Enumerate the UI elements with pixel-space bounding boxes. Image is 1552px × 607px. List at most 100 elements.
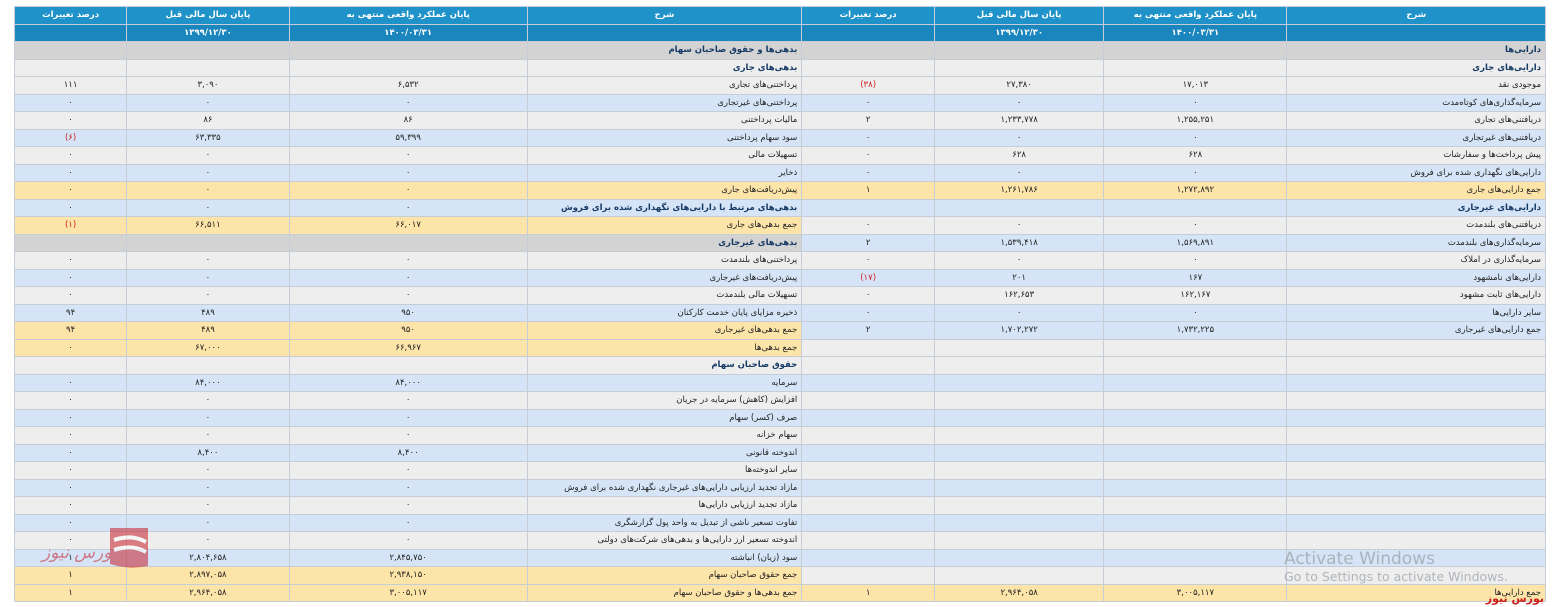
- assets-change-cell: ۲: [801, 111, 935, 130]
- liab-desc-cell: ذخایر: [526, 163, 803, 182]
- assets-current-cell: ۱۷,۰۱۳: [1103, 76, 1288, 95]
- liab-desc-cell: سرمایه: [526, 373, 803, 392]
- assets-prior-cell: ۰: [933, 216, 1105, 235]
- liab-change-cell: ۰: [13, 461, 128, 480]
- liab-current-cell: ۸۶: [288, 111, 528, 130]
- assets-change-cell: (۱۷): [801, 268, 935, 287]
- assets-change-cell: [801, 408, 935, 427]
- liab-change-cell: ۰: [13, 373, 128, 392]
- liab-current-cell: [288, 356, 528, 375]
- assets-desc-cell: جمع دارایی‌ها: [1286, 583, 1546, 602]
- assets-current-cell: ۶۲۸: [1103, 146, 1288, 165]
- liab-change-cell: ۰: [13, 426, 128, 445]
- assets-change-cell: ۲: [801, 321, 935, 340]
- assets-desc-cell: [1286, 356, 1546, 375]
- liab-desc-cell: جمع بدهی‌ها و حقوق صاحبان سهام: [526, 583, 803, 602]
- assets-current-cell: [1103, 58, 1288, 77]
- assets-current-cell: ۱۶۲,۱۶۷: [1103, 286, 1288, 305]
- liab-change-cell: ۱: [13, 583, 128, 602]
- assets-prior-cell: [933, 426, 1105, 445]
- assets-change-cell: [801, 566, 935, 585]
- liab-current-header: پایان عملکرد واقعی منتهی به: [288, 6, 528, 25]
- assets-change-cell: ۱: [801, 583, 935, 602]
- table-row: دارایی‌های جاری بدهی‌های جاری: [13, 58, 1546, 77]
- assets-desc-cell: سایر دارایی‌ها: [1286, 303, 1546, 322]
- assets-prior-cell: ۱,۲۶۱,۷۸۶: [933, 181, 1105, 200]
- liab-desc-cell: بدهی‌های مرتبط با دارایی‌های نگهداری شده…: [526, 198, 803, 217]
- assets-current-cell: [1103, 356, 1288, 375]
- assets-change-cell: [801, 478, 935, 497]
- table-row: حقوق صاحبان سهام: [13, 356, 1546, 375]
- liab-change-cell: ۰: [13, 478, 128, 497]
- assets-change-cell: [801, 461, 935, 480]
- liab-desc-cell: سایر اندوخته‌ها: [526, 461, 803, 480]
- liab-change-cell: ۰: [13, 268, 128, 287]
- liab-change-cell: ۰: [13, 93, 128, 112]
- table-row: افزایش (کاهش) سرمایه در جریان ۰ ۰ ۰: [13, 391, 1546, 410]
- assets-prior-header: پایان سال مالی قبل: [933, 6, 1105, 25]
- liab-current-date: ۱۴۰۰/۰۳/۳۱: [288, 23, 528, 42]
- liab-change-cell: ۹۴: [13, 321, 128, 340]
- liab-change-cell: ۱: [13, 566, 128, 585]
- assets-desc-cell: [1286, 408, 1546, 427]
- assets-desc-cell: [1286, 478, 1546, 497]
- liab-desc-cell: مازاد تجدید ارزیابی دارایی‌های غیرجاری ن…: [526, 478, 803, 497]
- liab-prior-cell: ۰: [126, 496, 290, 515]
- liab-current-cell: ۸۴,۰۰۰: [288, 373, 528, 392]
- brand-label: بورس نیوز: [1485, 592, 1544, 605]
- assets-change-cell: [801, 548, 935, 567]
- liab-change-cell: ۰: [13, 163, 128, 182]
- liab-desc-cell: پیش‌دریافت‌های غیرجاری: [526, 268, 803, 287]
- liab-current-cell: ۶,۵۳۲: [288, 76, 528, 95]
- liab-prior-cell: ۰: [126, 93, 290, 112]
- assets-prior-cell: ۲,۹۶۴,۰۵۸: [933, 583, 1105, 602]
- liab-current-cell: ۰: [288, 408, 528, 427]
- assets-prior-cell: [933, 531, 1105, 550]
- assets-current-cell: ۱,۵۶۹,۸۹۱: [1103, 233, 1288, 252]
- liab-prior-cell: ۰: [126, 163, 290, 182]
- table-row: جمع دارایی‌ها ۳,۰۰۵,۱۱۷ ۲,۹۶۴,۰۵۸ ۱ جمع بدهی…: [13, 583, 1546, 602]
- table-row: دریافتنی‌های بلندمدت ۰ ۰ ۰ جمع بدهی‌های جاری…: [13, 216, 1546, 235]
- assets-change-header: درصد تغییرات: [801, 6, 935, 25]
- assets-prior-cell: ۰: [933, 303, 1105, 322]
- assets-desc-cell: دارایی‌های ثابت مشهود: [1286, 286, 1546, 305]
- assets-change-cell: [801, 496, 935, 515]
- liab-desc-cell: مالیات پرداختنی: [526, 111, 803, 130]
- liab-desc-cell: مازاد تجدید ارزیابی دارایی‌ها: [526, 496, 803, 515]
- table-body: دارایی‌ها بدهی‌ها و حقوق صاحبان سهام دارای…: [13, 41, 1546, 602]
- liab-prior-cell: ۰: [126, 478, 290, 497]
- liab-desc-cell: تسهیلات مالی بلندمدت: [526, 286, 803, 305]
- assets-change-cell: [801, 426, 935, 445]
- liab-prior-cell: ۴۸۹: [126, 303, 290, 322]
- assets-change-cell: ۰: [801, 303, 935, 322]
- table-row: دریافتنی‌های تجاری ۱,۲۵۵,۲۵۱ ۱,۲۳۳,۷۷۸ ۲ مال…: [13, 111, 1546, 130]
- table-row: جمع دارایی‌های جاری ۱,۲۷۲,۸۹۲ ۱,۲۶۱,۷۸۶ ۱ پی…: [13, 181, 1546, 200]
- liab-change-cell: ۰: [13, 111, 128, 130]
- assets-prior-cell: ۰: [933, 93, 1105, 112]
- table-row: دارایی‌های غیرجاری بدهی‌های مرتبط با دارا…: [13, 198, 1546, 217]
- assets-prior-cell: ۲۷,۳۸۰: [933, 76, 1105, 95]
- liab-current-cell: ۰: [288, 426, 528, 445]
- table-row: سود (زیان) انباشته ۲,۸۴۵,۷۵۰ ۲,۸۰۴,۶۵۸ ۱: [13, 548, 1546, 567]
- table-row: پیش پرداخت‌ها و سفارشات ۶۲۸ ۶۲۸ ۰ تسهیلات ما…: [13, 146, 1546, 165]
- assets-current-cell: [1103, 391, 1288, 410]
- assets-desc-cell: جمع دارایی‌های جاری: [1286, 181, 1546, 200]
- assets-prior-cell: ۱۶۲,۶۵۳: [933, 286, 1105, 305]
- liab-prior-header: پایان سال مالی قبل: [126, 6, 290, 25]
- assets-desc-cell: دریافتنی‌های غیرتجاری: [1286, 128, 1546, 147]
- liab-current-cell: ۰: [288, 478, 528, 497]
- assets-prior-cell: [933, 548, 1105, 567]
- liab-prior-cell: ۰: [126, 198, 290, 217]
- liab-desc-cell: سود (زیان) انباشته: [526, 548, 803, 567]
- table-row: جمع بدهی‌ها ۶۶,۹۶۷ ۶۷,۰۰۰ ۰: [13, 338, 1546, 357]
- header-row: شرح پایان عملکرد واقعی منتهی به پایان سا…: [13, 6, 1546, 25]
- assets-desc-cell: [1286, 566, 1546, 585]
- assets-desc-cell: [1286, 548, 1546, 567]
- liab-change-cell: ۰: [13, 181, 128, 200]
- liab-desc-cell: افزایش (کاهش) سرمایه در جریان: [526, 391, 803, 410]
- table-row: سهام خزانه ۰ ۰ ۰: [13, 426, 1546, 445]
- assets-prior-cell: [933, 443, 1105, 462]
- assets-prior-cell: ۰: [933, 128, 1105, 147]
- liab-desc-cell: جمع بدهی‌ها: [526, 338, 803, 357]
- assets-desc-cell: جمع دارایی‌های غیرجاری: [1286, 321, 1546, 340]
